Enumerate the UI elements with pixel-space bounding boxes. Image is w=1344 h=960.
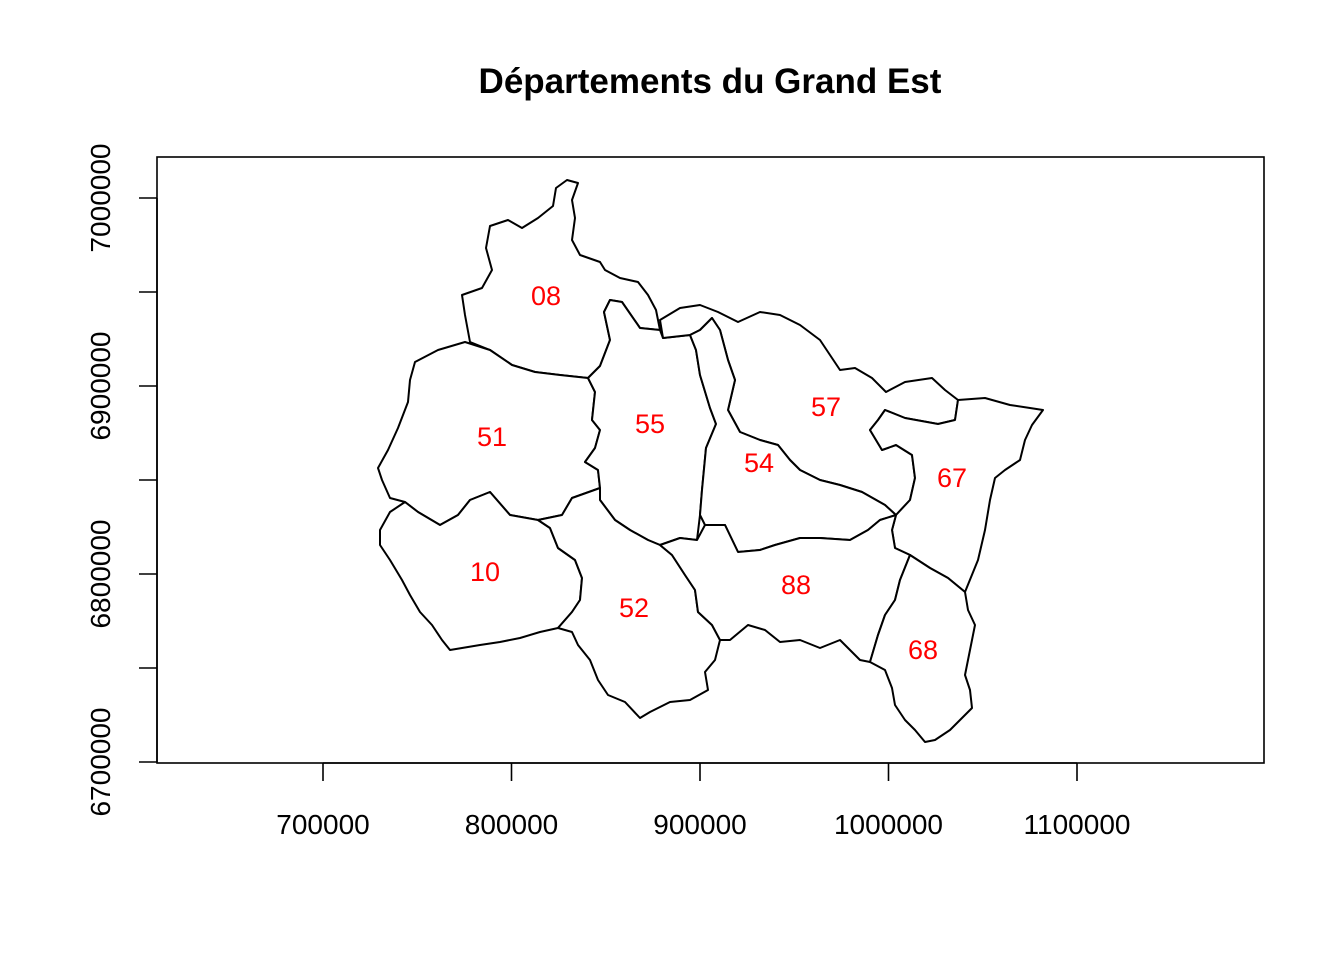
departement-label-10: 10 <box>470 557 500 587</box>
departement-label-57: 57 <box>811 392 841 422</box>
y-tick-label: 6800000 <box>85 519 116 628</box>
x-tick-label: 1100000 <box>1024 809 1131 840</box>
y-axis: 6700000 6800000 6900000 7000000 <box>85 143 158 817</box>
departement-label-68: 68 <box>908 635 938 665</box>
y-tick-label: 7000000 <box>85 143 116 252</box>
departement-label-54: 54 <box>744 448 774 478</box>
map-title: Départements du Grand Est <box>479 62 942 101</box>
y-tick-label: 6900000 <box>85 331 116 440</box>
departement-label-88: 88 <box>781 570 811 600</box>
departments-layer <box>377 179 1044 743</box>
departement-label-52: 52 <box>619 593 649 623</box>
x-axis: 700000 800000 900000 1000000 1100000 <box>276 762 1131 840</box>
x-tick-label: 900000 <box>653 809 746 840</box>
departement-label-08: 08 <box>531 281 561 311</box>
departement-label-55: 55 <box>635 409 665 439</box>
x-tick-label: 1000000 <box>834 809 943 840</box>
departement-52-shape <box>537 487 721 719</box>
x-tick-label: 800000 <box>465 809 558 840</box>
y-tick-label: 6700000 <box>85 707 116 816</box>
departement-68-shape <box>869 554 976 743</box>
departement-label-67: 67 <box>937 463 967 493</box>
departement-labels: 08 51 55 57 54 67 10 52 88 68 <box>470 281 967 665</box>
departement-label-51: 51 <box>477 422 507 452</box>
x-tick-label: 700000 <box>276 809 369 840</box>
